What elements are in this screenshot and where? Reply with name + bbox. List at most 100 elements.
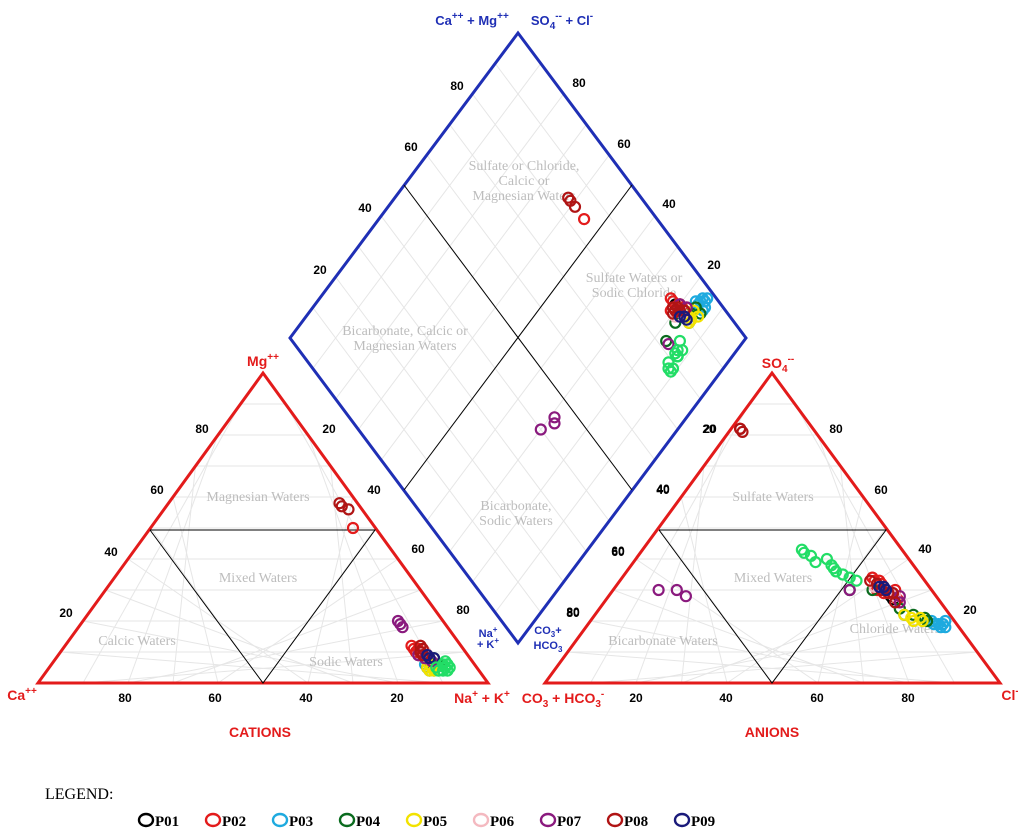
legend-label: P08 (624, 814, 648, 830)
anion-right-tick: 80 (829, 422, 843, 436)
anion-point-series-9 (843, 571, 856, 584)
subdivision-lines (149, 184, 887, 684)
anion-point-p03 (939, 621, 952, 634)
legend-label: P09 (691, 814, 715, 830)
anion-point-p07 (679, 590, 693, 603)
diamond-point-p09 (680, 313, 693, 326)
anion-point-p04 (920, 614, 934, 628)
cation-point-p08 (342, 503, 355, 516)
legend-entry: P08 (606, 812, 648, 830)
grid-line (817, 496, 864, 684)
anion-point-series-9 (850, 574, 863, 587)
diamond-lower-right-tick: 20 (703, 422, 717, 436)
legend-entry: P04 (338, 812, 381, 830)
diamond-upper-right-tick: 60 (617, 137, 631, 151)
anion-point-series-9 (836, 568, 849, 581)
diamond-point-p02 (577, 213, 591, 226)
anion-point-p03 (932, 617, 945, 631)
grid-line (285, 403, 444, 684)
anion-right-tick: 60 (874, 483, 888, 497)
legend-entry: P05 (405, 812, 447, 830)
cation-point-p08 (414, 645, 427, 659)
cation-left-tick: 20 (59, 606, 73, 620)
cation-left-vertex-label: Ca++ (7, 686, 37, 703)
region-diamond-bottom-line2: Sodic Waters (479, 514, 553, 529)
legend-label: P04 (356, 814, 381, 830)
anion-right-tick: 20 (963, 603, 977, 617)
legend-title: LEGEND: (45, 786, 113, 803)
legend-entry: P07 (539, 812, 582, 830)
region-sulfate: Sulfate Waters (732, 490, 813, 505)
anion-bottom-tick: 40 (719, 691, 733, 705)
anion-point-p03 (936, 617, 950, 631)
anion-bottom-tick: 20 (629, 691, 643, 705)
region-sodic: Sodic Waters (309, 655, 383, 670)
diamond-top-left-label: Ca++ + Mg++ (435, 11, 509, 28)
diamond-point-p07 (534, 423, 547, 436)
anion-point-p03 (939, 614, 952, 628)
legend-marker (338, 812, 356, 828)
grid-lines (60, 63, 978, 684)
region-diamond-left-line1: Bicarbonate, Calcic or (342, 324, 468, 339)
diamond-point-p04 (694, 307, 707, 320)
diamond-point-p08 (568, 200, 582, 213)
legend-marker (204, 812, 222, 828)
diamond-upper-right-tick: 80 (572, 76, 586, 90)
axis-labels: Mg++ Ca++ Na+ + K+ CATIONS SO4-- CO3 + H… (7, 11, 1018, 740)
anion-point-p05 (898, 608, 911, 621)
region-diamond-top: Sulfate or Chloride, Calcic or Magnesian W… (469, 159, 580, 204)
cations-title: CATIONS (229, 724, 291, 740)
anion-point-p08 (736, 425, 749, 438)
diamond-point-p07 (548, 411, 561, 424)
anion-point-p09 (873, 580, 886, 594)
anion-right-tick: 40 (918, 542, 932, 556)
cation-point-p08 (335, 500, 348, 513)
legend-label: P01 (155, 814, 179, 830)
diamond-point-p08 (666, 307, 680, 320)
diamond-point-series-9 (662, 356, 675, 369)
region-mixed-anions: Mixed Waters (734, 571, 812, 586)
cation-right-tick: 80 (456, 603, 470, 617)
region-labels: Magnesian Waters Mixed Waters Calcic Wat… (98, 159, 940, 670)
diamond-point-p04 (660, 334, 673, 348)
cation-left-tick: 40 (104, 545, 118, 559)
region-bicarbonate: Bicarbonate Waters (608, 634, 717, 649)
diamond-upper-left-tick: 80 (450, 79, 464, 93)
cation-point-p07 (394, 617, 407, 631)
cation-point-p09 (421, 648, 434, 662)
anion-point-series-9 (809, 555, 822, 569)
region-diamond-right-line1: Sulfate Waters or (586, 271, 683, 286)
anion-point-p07 (843, 583, 856, 597)
anion-point-series-9 (820, 552, 834, 566)
cation-bottom-tick: 60 (208, 691, 222, 705)
cation-apex-label: Mg++ (247, 352, 279, 369)
grid-line (817, 434, 910, 684)
anion-bottom-tick: 60 (810, 691, 824, 705)
anion-point-p07 (652, 583, 665, 597)
cation-bottom-tick: 20 (390, 691, 404, 705)
region-mixed-cations: Mixed Waters (219, 571, 297, 586)
cation-left-tick: 60 (150, 483, 164, 497)
anion-point-series-9 (797, 546, 811, 559)
diamond-point-p08 (666, 301, 680, 314)
diamond-bottom-left-label: Na+ + K+ (477, 625, 499, 651)
diamond-lower-right-tick: 80 (566, 605, 580, 619)
anion-point-p07 (893, 596, 906, 609)
anion-point-p05 (905, 611, 918, 625)
legend-entries: P01 P02 P03 P04 P05 P06 P07 P08 P09 (137, 812, 715, 830)
legend-entry: P01 (137, 812, 179, 830)
region-magnesian: Magnesian Waters (206, 490, 309, 505)
diamond-upper-right-tick: 20 (707, 258, 721, 272)
diamond-point-series-9 (669, 347, 682, 360)
legend-label: P02 (222, 814, 246, 830)
anion-point-p08 (870, 577, 884, 590)
cation-point-series-9 (439, 661, 452, 674)
diamond-point-p03 (701, 292, 714, 305)
cation-bottom-tick: 40 (299, 691, 313, 705)
diamond-point-series-9 (671, 344, 684, 357)
diamond-upper-left-tick: 60 (404, 140, 418, 154)
grid-line (794, 403, 955, 684)
region-diamond-bottom-line1: Bicarbonate, (480, 499, 551, 514)
grid-line (612, 589, 864, 684)
